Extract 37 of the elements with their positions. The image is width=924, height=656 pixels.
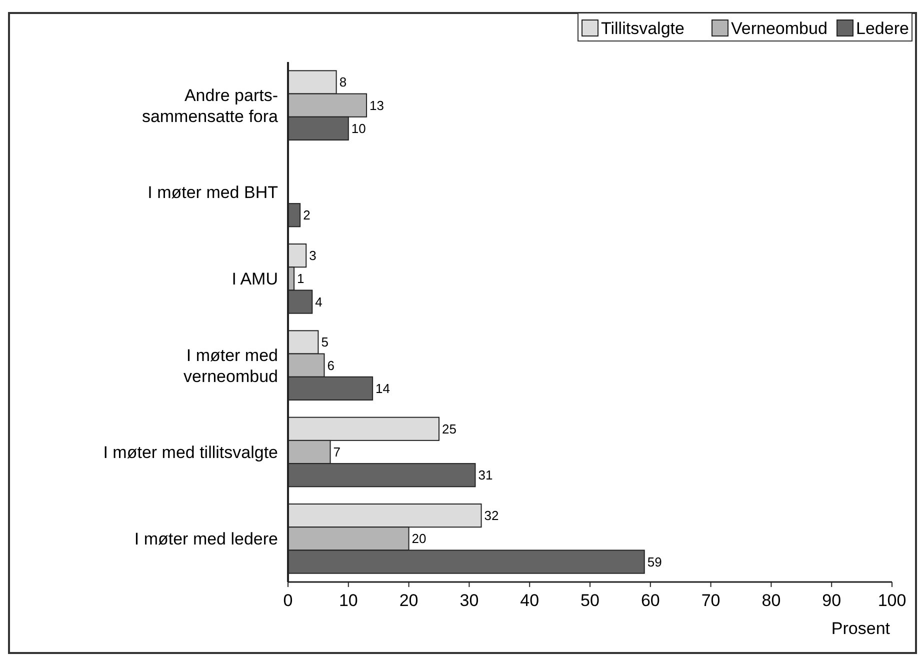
data-label: 5 [321, 334, 328, 350]
data-label: 20 [412, 531, 426, 546]
x-tick-label: 100 [878, 591, 906, 610]
data-label: 1 [297, 271, 304, 286]
y-tick-label: I møter med BHT [148, 183, 278, 202]
y-tick-label: I møter med tillitsvalgte [103, 443, 278, 462]
y-tick-label: I møter med ledere [134, 530, 278, 549]
data-label: 4 [315, 294, 322, 310]
x-tick-label: 60 [640, 591, 660, 610]
data-label: 31 [478, 468, 493, 483]
data-label: 6 [327, 358, 334, 373]
legend-label: Tillitsvalgte [601, 19, 684, 38]
y-tick-label: I møter med verneombud [183, 346, 278, 386]
x-tick-label: 90 [822, 591, 842, 610]
x-tick-label: 40 [520, 591, 540, 610]
legend-label: Ledere [856, 19, 909, 38]
data-label: 13 [370, 98, 384, 113]
data-label: 32 [484, 508, 499, 524]
data-label: 7 [333, 444, 341, 460]
x-tick-label: 10 [338, 591, 358, 610]
data-label: 2 [303, 208, 310, 223]
x-tick-label: 80 [762, 591, 781, 610]
data-label: 14 [376, 380, 390, 396]
y-tick-label: Andre parts- sammensatte fora [142, 86, 279, 126]
y-tick-label: I AMU [232, 270, 278, 289]
x-tick-label: 0 [283, 591, 293, 610]
data-label: 59 [647, 554, 662, 570]
x-tick-label: 70 [701, 591, 720, 610]
data-label: 25 [442, 421, 456, 436]
x-tick-label: 50 [580, 591, 600, 610]
x-tick-label: 20 [399, 591, 418, 610]
data-label: 3 [309, 248, 316, 264]
data-label: 10 [351, 120, 366, 136]
legend-label: Verneombud [731, 19, 828, 38]
x-axis-title: Prosent [831, 619, 890, 638]
x-tick-label: 30 [460, 591, 479, 610]
data-label: 8 [339, 74, 347, 90]
